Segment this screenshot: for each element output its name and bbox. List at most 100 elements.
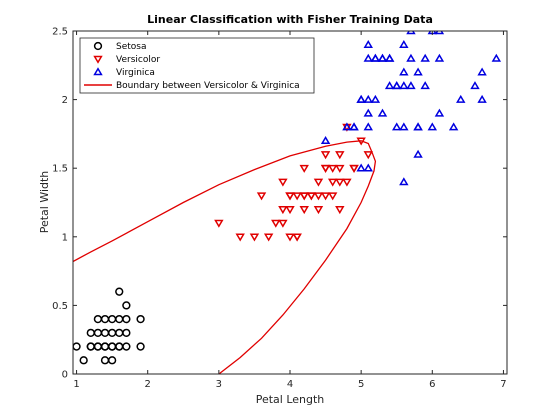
versicolor-point [335, 164, 345, 173]
virginica-point [456, 94, 466, 103]
setosa-point [107, 356, 117, 365]
virginica-point [448, 122, 459, 131]
versicolor-point [299, 164, 309, 173]
versicolor-point [292, 233, 302, 242]
x-axis-label: Petal Length [256, 393, 325, 406]
versicolor-point [278, 206, 288, 215]
virginica-point [434, 53, 445, 62]
x-tick-label: 6 [429, 379, 435, 390]
versicolor-point [285, 233, 295, 242]
legend-box [79, 37, 315, 94]
x-tick-label: 5 [358, 379, 364, 390]
virginica-point [370, 94, 381, 103]
virginica-point [477, 67, 487, 76]
setosa-point [122, 314, 131, 324]
versicolor-point [342, 178, 352, 187]
virginica-point [349, 122, 359, 131]
virginica-point [413, 67, 423, 76]
virginica-point [377, 108, 388, 117]
virginica-point [427, 122, 438, 131]
versicolor-point [214, 219, 224, 228]
versicolor-point [327, 164, 338, 173]
y-tick-label: 0 [62, 370, 68, 381]
virginica-point [399, 81, 409, 90]
versicolor-point [313, 178, 324, 187]
x-tick-label: 7 [500, 379, 506, 390]
versicolor-point [278, 178, 288, 187]
setosa-point [86, 328, 95, 337]
virginica-point [356, 163, 366, 172]
versicolor-point [285, 192, 295, 201]
virginica-point [363, 122, 373, 131]
legend-triangle-down-swatch [93, 55, 103, 64]
virginica-point [399, 67, 409, 76]
versicolor-point [327, 192, 338, 201]
virginica-point [477, 94, 487, 103]
legend-label: Versicolor [116, 55, 160, 65]
versicolor-point [313, 192, 324, 201]
virginica-point [392, 122, 402, 131]
virginica-point [342, 122, 352, 131]
setosa-point [100, 342, 110, 351]
legend-label: Virginica [116, 68, 155, 78]
versicolor-point [256, 192, 267, 201]
virginica-point [420, 53, 430, 62]
legend-label: Boundary between Versicolor & Virginica [116, 81, 300, 91]
y-tick-label: 1.5 [52, 164, 68, 175]
versicolor-point [363, 151, 373, 160]
virginica-point [363, 40, 373, 49]
legend: Setosa Versicolor Virginica Boundary betwee… [79, 37, 315, 94]
virginica-point [363, 108, 373, 117]
virginica-point [470, 81, 480, 90]
virginica-point [399, 177, 409, 186]
ticks: 1 2 3 4 5 6 7 0 0.5 1 1.5 2 2.5 [52, 27, 507, 390]
legend-circle-swatch [93, 41, 103, 51]
y-axis-label: Petal Width [38, 171, 51, 234]
setosa-point [115, 342, 124, 351]
virginica-point [413, 122, 423, 131]
virginica-point [406, 53, 416, 62]
setosa-point [136, 342, 145, 351]
versicolor-point [320, 192, 331, 201]
x-tick-label: 2 [145, 379, 151, 390]
x-tick-label: 4 [287, 379, 293, 390]
x-tick-label: 1 [73, 379, 79, 390]
virginica-point [370, 53, 381, 62]
versicolor-point [313, 206, 324, 215]
virginica-point [384, 53, 395, 62]
virginica-point [399, 122, 409, 131]
virginica-point [384, 81, 395, 90]
versicolor-point [335, 206, 345, 215]
versicolor-point [249, 233, 260, 242]
versicolor-point [349, 164, 359, 173]
virginica-point [434, 31, 445, 35]
virginica-point [363, 94, 373, 103]
chart-title: Linear Classification with Fisher Traini… [147, 13, 433, 26]
setosa-point [100, 314, 110, 324]
virginica-point [356, 94, 366, 103]
virginica-point [491, 53, 502, 62]
versicolor-point [320, 164, 331, 173]
virginica-point [413, 149, 423, 158]
virginica-point [377, 53, 388, 62]
y-tick-label: 2 [62, 95, 68, 106]
virginica-point [434, 108, 445, 117]
virginica-point [320, 136, 331, 145]
virginica-point [406, 81, 416, 90]
versicolor-point [306, 192, 317, 201]
setosa-point [122, 301, 131, 310]
versicolor-point [285, 206, 295, 215]
virginica-point [363, 53, 373, 62]
virginica-point [406, 31, 416, 35]
virginica-point [399, 40, 409, 49]
y-tick-label: 2.5 [52, 27, 68, 38]
setosa-point [115, 287, 124, 296]
virginica-point [363, 163, 373, 172]
virginica-point [420, 81, 430, 90]
versicolor-point [292, 192, 302, 201]
virginica-point [392, 81, 402, 90]
versicolor-point [299, 206, 309, 215]
legend-label: Setosa [116, 42, 147, 52]
versicolor-point [299, 192, 309, 201]
